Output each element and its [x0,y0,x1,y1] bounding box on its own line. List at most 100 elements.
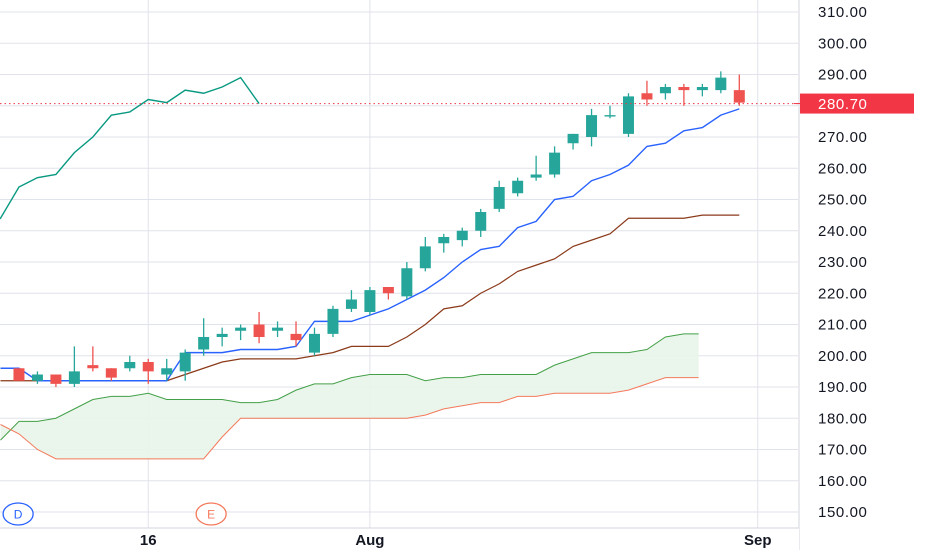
event-marker-letter: E [207,508,215,522]
candle[interactable] [161,358,173,381]
y-tick-label: 180.00 [818,410,867,427]
y-tick-label: 240.00 [818,223,867,240]
y-tick-label: 190.00 [818,379,867,396]
candle-body [31,374,43,381]
candle-body [68,371,80,384]
y-tick-label: 160.00 [818,473,867,490]
candle[interactable] [604,105,616,119]
candle[interactable] [68,346,80,387]
x-tick-label: Sep [744,532,772,549]
y-tick-label: 310.00 [818,4,867,21]
candle[interactable] [272,321,284,337]
candle[interactable] [456,227,468,247]
candle[interactable] [253,312,265,344]
candle-body [161,368,173,375]
candle[interactable] [715,71,727,94]
candle-body [290,333,302,341]
candle[interactable] [475,208,487,237]
x-tick-label: Aug [355,532,384,549]
candle[interactable] [327,305,339,337]
x-tick-label: 16 [140,532,157,549]
candle-body [549,152,561,175]
candles[interactable] [13,71,745,388]
candle-body [253,324,265,337]
candle-body [567,133,579,144]
candle[interactable] [419,237,431,272]
y-tick-label: 230.00 [818,254,867,271]
candle[interactable] [13,368,25,381]
candle-body [235,327,247,331]
cloud-fill [0,333,699,459]
leading-span-b [0,377,699,460]
candle[interactable] [567,133,579,150]
candle[interactable] [124,355,136,372]
candle-body [364,290,376,312]
last-price-tag-bg [800,93,914,114]
candle[interactable] [530,155,542,181]
candle-body [124,362,136,369]
candle[interactable] [235,324,247,341]
candle-body [659,87,671,94]
candle[interactable] [382,287,394,300]
candle[interactable] [87,346,99,372]
candle-body [50,374,62,384]
candle[interactable] [290,321,302,347]
candle[interactable] [179,349,191,381]
candle-body [512,180,524,194]
event-marker-letter: D [14,508,23,522]
candle[interactable] [50,374,62,388]
y-tick-label: 210.00 [818,317,867,334]
candle[interactable] [216,327,228,347]
y-tick-label: 270.00 [818,129,867,146]
candle-body [604,115,616,117]
candle[interactable] [308,327,320,356]
candle-body [345,299,357,309]
candle-body [641,93,653,100]
candle-body [586,115,598,137]
candle-body [715,77,727,91]
candle[interactable] [549,146,561,178]
candle[interactable] [401,262,413,300]
candle[interactable] [438,233,450,253]
candle[interactable] [733,74,745,106]
candle-body [327,308,339,334]
y-tick-label: 200.00 [818,348,867,365]
candle[interactable] [31,371,43,384]
candle-body [438,237,450,244]
candle[interactable] [696,83,708,97]
event-marker-d[interactable]: D [2,502,34,526]
candle-body [696,87,708,91]
candle[interactable] [345,290,357,312]
y-tick-label: 260.00 [818,160,867,177]
candle-body [456,230,468,241]
candle-body [179,352,191,372]
candle-body [216,333,228,337]
candle[interactable] [105,368,117,381]
candle[interactable] [142,358,154,384]
candle-body [87,365,99,369]
event-marker-e[interactable]: E [195,502,227,526]
candle[interactable] [678,83,690,106]
candle[interactable] [512,177,524,197]
candle[interactable] [659,83,671,100]
candle[interactable] [641,80,653,106]
lagging-span [0,76,260,220]
candle[interactable] [586,108,598,147]
y-tick-label: 150.00 [818,504,867,521]
event-marker-circle [195,502,227,526]
candle-body [308,333,320,353]
candle-body [733,90,745,103]
event-marker-circle [2,502,34,526]
candle[interactable] [622,93,634,137]
candle-body [382,287,394,294]
y-tick-label: 300.00 [818,35,867,52]
candle[interactable] [493,180,505,212]
y-tick-label: 250.00 [818,192,867,209]
time-axis-bg [0,528,799,550]
candle[interactable] [364,287,376,316]
candle-body [493,187,505,209]
candle[interactable] [198,318,210,356]
